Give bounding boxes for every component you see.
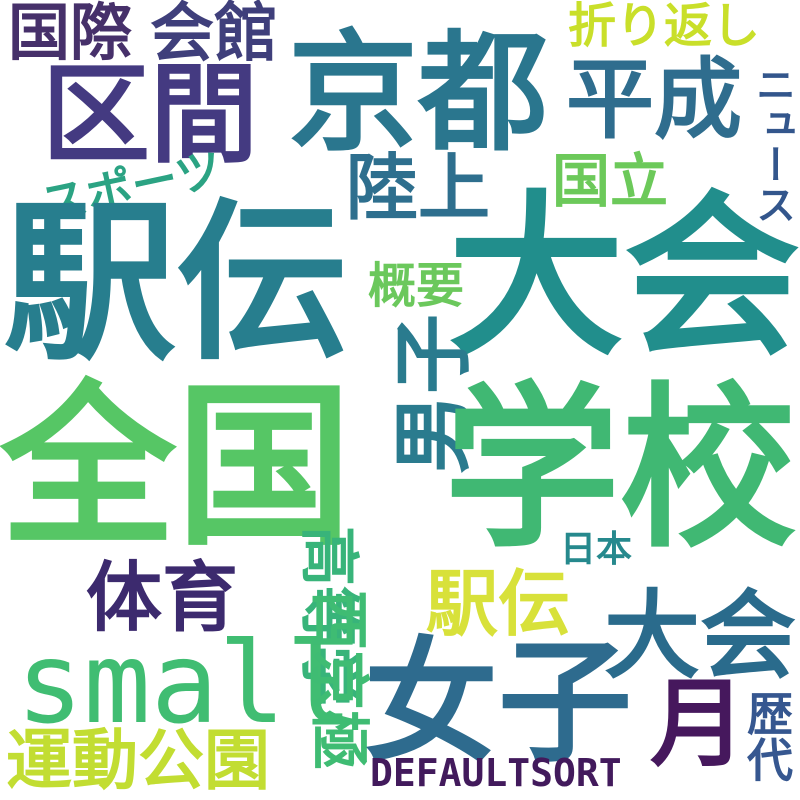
word-kokusai: 国際	[8, 0, 133, 69]
word-kukan: 区間	[42, 53, 259, 178]
word-saikyo: 西京極	[303, 590, 373, 770]
word-joshi: 女子	[364, 625, 633, 781]
word-kokuritsu: 国立	[552, 147, 669, 215]
word-taiiku: 体育	[86, 553, 238, 642]
word-small: small	[16, 619, 354, 749]
word-defaultsort: DEFAULTSORT	[370, 751, 622, 795]
word-zenkoku: 全国	[0, 365, 353, 570]
word-rikujo: 陸上	[346, 146, 491, 230]
word-ekiden-big: 駅伝	[4, 183, 348, 384]
word-kyoto: 京都	[288, 17, 549, 169]
word-taikai-small: 大会	[604, 580, 796, 692]
word-tsuki: 月	[650, 668, 746, 780]
word-nihon: 日本	[560, 529, 633, 570]
word-heisei: 平成	[566, 48, 743, 151]
word-kaikan: 会館	[150, 0, 278, 71]
word-gakko: 学校	[444, 367, 797, 572]
word-taikai-big: 大会	[448, 175, 800, 380]
word-ekiden-small: 駅伝	[426, 562, 571, 646]
word-undokoen: 運動公園	[6, 722, 270, 799]
word-gaiyo: 概要	[368, 258, 465, 314]
word-news: ニュース	[749, 64, 795, 224]
word-rekidai: 歴代	[740, 690, 794, 782]
word-orikaeshi: 折り返し	[568, 0, 761, 54]
